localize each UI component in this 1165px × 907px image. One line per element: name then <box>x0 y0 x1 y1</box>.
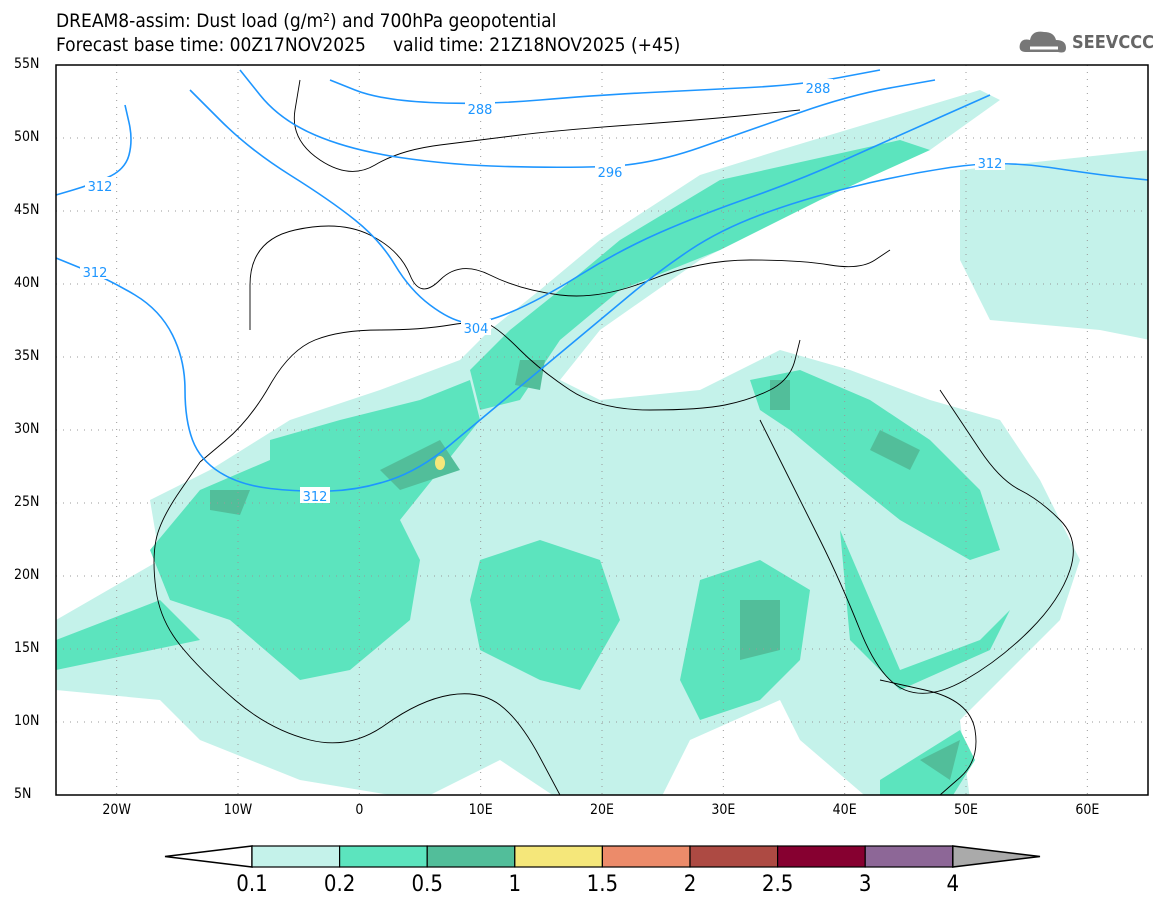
contour-label: 288 <box>468 103 493 118</box>
dust-region-0.5 <box>870 430 920 470</box>
lon-tick-label: 30E <box>711 802 736 818</box>
contour-label-bg <box>595 163 625 179</box>
lat-tick-label: 40N <box>14 275 40 291</box>
coastline <box>879 679 977 796</box>
colorbar-label: 2 <box>683 872 697 897</box>
lon-tick-label: 0 <box>355 802 364 818</box>
dust-region-0.1 <box>960 150 1148 340</box>
colorbar-swatch <box>689 845 779 868</box>
geopotential-contour <box>329 69 881 105</box>
contour-label-bg <box>975 154 1005 170</box>
colorbar-swatch <box>426 845 516 868</box>
contour-label: 312 <box>978 157 1003 172</box>
map-subtitle: Forecast base time: 00Z17NOV2025 valid t… <box>56 34 681 56</box>
lat-tick-label: 35N <box>14 348 40 364</box>
colorbar-over-arrow <box>952 845 1041 868</box>
contour-label-bg <box>80 263 110 279</box>
contour-label-bg <box>85 177 115 193</box>
colorbar-label: 4 <box>946 872 960 897</box>
coastline <box>249 225 891 331</box>
colorbar-swatch <box>514 845 603 868</box>
lon-tick-label: 60E <box>1075 802 1100 818</box>
colorbar-swatch <box>339 845 428 868</box>
lon-tick-label: 10W <box>223 802 253 818</box>
colorbar-label: 0.1 <box>236 872 268 897</box>
lon-tick-label: 10E <box>468 802 493 818</box>
coastline <box>293 79 801 172</box>
contour-label: 296 <box>598 166 623 181</box>
lat-tick-label: 45N <box>14 202 40 218</box>
colorbar-swatch <box>864 845 954 868</box>
lon-tick-label: 50E <box>954 802 978 818</box>
dust-region-0.2 <box>840 530 1010 690</box>
lat-tick-label: 55N <box>14 56 40 72</box>
lat-tick-label: 20N <box>14 567 40 583</box>
colorbar-label: 2.5 <box>761 872 794 897</box>
geopotential-contour <box>239 69 936 169</box>
geopotential-contours: 288 288 296 304 312 312 312 312 <box>55 69 1149 505</box>
coastline <box>759 389 1074 694</box>
colorbar-label: 1.5 <box>586 872 619 897</box>
dust-region-0.5 <box>740 600 780 660</box>
colorbar-label: 1 <box>508 872 522 897</box>
colorbar-label: 3 <box>858 872 872 897</box>
contour-label-bg <box>300 487 330 503</box>
lon-tick-label: 40E <box>832 802 857 818</box>
dust-fields <box>56 90 1148 795</box>
dust-region-0.5 <box>770 380 790 410</box>
dust-region-0.5 <box>210 490 250 515</box>
seevccc-logo: SEEVCCC <box>1018 28 1154 56</box>
colorbar-label: 0.2 <box>323 872 356 897</box>
map-title: DREAM8-assim: Dust load (g/m²) and 700hP… <box>56 10 557 32</box>
dust-region-0.2 <box>470 540 620 690</box>
lat-tick-label: 30N <box>14 421 40 437</box>
dust-region-0.5 <box>515 360 545 390</box>
lat-tick-label: 10N <box>14 713 40 729</box>
contour-label-bg <box>465 100 495 116</box>
contour-label-bg <box>803 79 833 95</box>
dust-region-0.2 <box>750 370 1000 560</box>
contour-label: 312 <box>88 180 113 195</box>
dust-region-0.2 <box>150 380 480 680</box>
lat-tick-label: 50N <box>14 129 40 145</box>
lon-tick-label: 20E <box>590 802 614 818</box>
contour-label: 288 <box>806 82 831 97</box>
lat-tick-label: 15N <box>14 640 40 656</box>
contour-label: 312 <box>83 266 108 281</box>
lat-tick-label: 5N <box>14 786 32 802</box>
map-frame <box>55 64 1149 796</box>
lon-tick-label: 20W <box>102 802 131 818</box>
colorbar <box>164 845 1041 868</box>
contour-label: 312 <box>303 490 328 505</box>
cloud-icon <box>1019 31 1066 53</box>
colorbar-swatch <box>601 845 691 868</box>
dust-region-0.2 <box>56 600 200 670</box>
dust-region-0.5 <box>920 740 960 780</box>
colorbar-swatch <box>251 845 341 868</box>
logo-text: SEEVCCC <box>1072 31 1154 53</box>
colorbar-swatch <box>776 845 866 868</box>
colorbar-under-arrow <box>164 845 253 868</box>
contour-label: 304 <box>464 322 489 337</box>
colorbar-label: 0.5 <box>411 872 443 897</box>
geopotential-contour <box>55 162 1149 493</box>
lat-tick-label: 25N <box>14 494 40 510</box>
coastline <box>153 461 561 796</box>
dust-region-1 <box>435 456 445 470</box>
contour-label-bg <box>461 319 491 335</box>
